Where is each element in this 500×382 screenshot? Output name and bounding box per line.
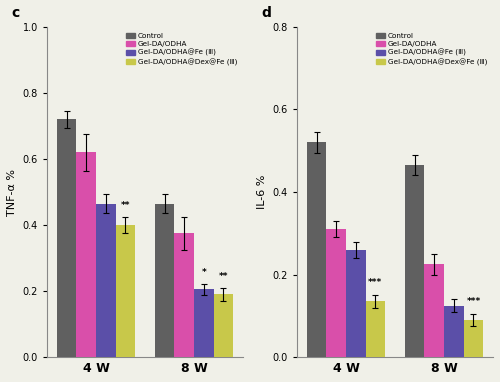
- Text: **: **: [218, 272, 228, 281]
- Text: c: c: [12, 6, 20, 20]
- Y-axis label: IL-6 %: IL-6 %: [257, 175, 267, 209]
- Bar: [346, 250, 366, 357]
- Text: ***: ***: [466, 296, 480, 306]
- Legend: Control, Gel-DA/ODHA, Gel-DA/ODHA@Fe (Ⅲ), Gel-DA/ODHA@Dex@Fe (Ⅲ): Control, Gel-DA/ODHA, Gel-DA/ODHA@Fe (Ⅲ)…: [374, 31, 490, 68]
- Text: ***: ***: [368, 278, 382, 287]
- Text: *: *: [202, 268, 206, 277]
- Bar: [444, 306, 464, 357]
- Bar: [464, 320, 483, 357]
- Y-axis label: TNF-α %: TNF-α %: [7, 168, 17, 215]
- Bar: [405, 165, 424, 357]
- Bar: [174, 233, 194, 357]
- Bar: [306, 142, 326, 357]
- Bar: [155, 204, 174, 357]
- Bar: [56, 119, 76, 357]
- Bar: [366, 301, 385, 357]
- Legend: Control, Gel-DA/ODHA, Gel-DA/ODHA@Fe (Ⅲ), Gel-DA/ODHA@Dex@Fe (Ⅲ): Control, Gel-DA/ODHA, Gel-DA/ODHA@Fe (Ⅲ)…: [124, 31, 240, 68]
- Bar: [214, 295, 233, 357]
- Bar: [116, 225, 135, 357]
- Bar: [326, 229, 346, 357]
- Bar: [96, 204, 116, 357]
- Bar: [76, 152, 96, 357]
- Bar: [424, 264, 444, 357]
- Bar: [194, 290, 214, 357]
- Text: d: d: [262, 6, 272, 20]
- Text: **: **: [120, 201, 130, 210]
